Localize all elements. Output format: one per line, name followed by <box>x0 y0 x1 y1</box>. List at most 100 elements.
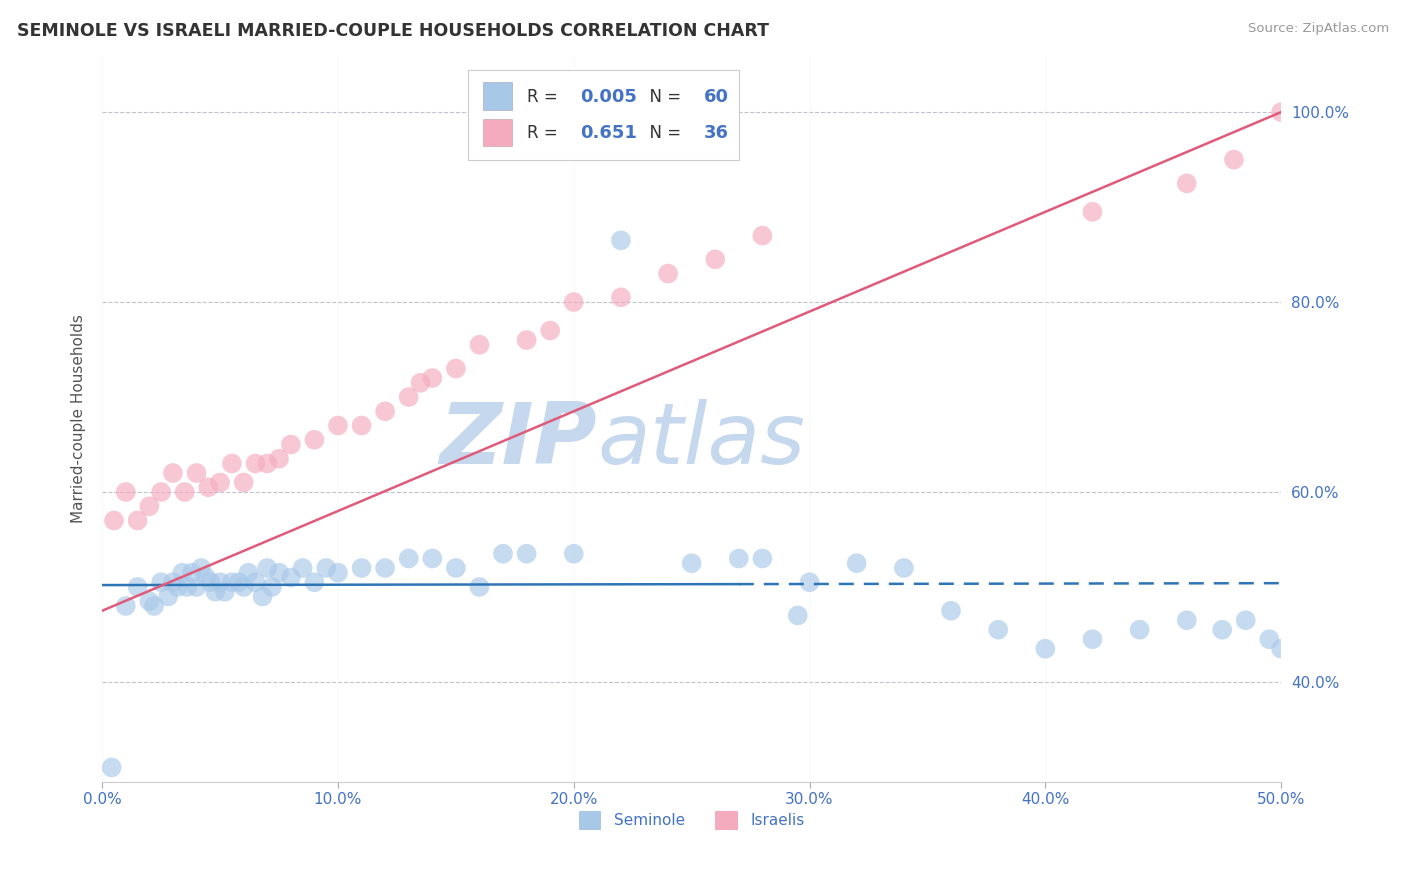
Point <box>127 514 149 528</box>
Point <box>186 466 208 480</box>
Point <box>100 760 122 774</box>
Point <box>221 575 243 590</box>
Point <box>200 575 222 590</box>
Point <box>657 267 679 281</box>
Y-axis label: Married-couple Households: Married-couple Households <box>72 314 86 523</box>
Point <box>1129 623 1152 637</box>
Point <box>516 333 538 347</box>
Text: 0.005: 0.005 <box>579 87 637 105</box>
Point <box>291 561 314 575</box>
Point <box>1223 153 1246 167</box>
Point <box>143 599 166 613</box>
Point <box>538 324 561 338</box>
Point <box>267 566 290 580</box>
Point <box>939 604 962 618</box>
Point <box>1211 623 1233 637</box>
Point <box>245 457 267 471</box>
Point <box>751 551 773 566</box>
Point <box>176 580 198 594</box>
Point <box>180 566 202 580</box>
Text: Source: ZipAtlas.com: Source: ZipAtlas.com <box>1249 22 1389 36</box>
Point <box>173 485 195 500</box>
Point <box>444 561 467 575</box>
Text: 36: 36 <box>703 124 728 142</box>
Text: 60: 60 <box>703 87 728 105</box>
Point <box>280 437 302 451</box>
Point <box>420 371 443 385</box>
Point <box>845 556 868 570</box>
Point <box>194 570 217 584</box>
Point <box>444 361 467 376</box>
Point <box>727 551 749 566</box>
Point <box>162 466 184 480</box>
Point <box>209 575 232 590</box>
Point <box>1175 613 1198 627</box>
Point <box>374 561 396 575</box>
Point <box>1033 641 1056 656</box>
Point <box>260 580 283 594</box>
Point <box>492 547 515 561</box>
Point <box>150 485 173 500</box>
Text: R =: R = <box>527 87 562 105</box>
Point <box>799 575 821 590</box>
Point <box>681 556 703 570</box>
Point <box>516 547 538 561</box>
Point <box>786 608 808 623</box>
Point <box>138 500 160 514</box>
Point <box>232 580 254 594</box>
Point <box>1175 177 1198 191</box>
Text: ZIP: ZIP <box>440 399 598 482</box>
Point <box>420 551 443 566</box>
Point <box>987 623 1010 637</box>
Point <box>172 566 194 580</box>
Text: N =: N = <box>638 87 686 105</box>
Point <box>114 599 136 613</box>
Point <box>238 566 260 580</box>
Text: 0.651: 0.651 <box>579 124 637 142</box>
Point <box>610 290 633 304</box>
Point <box>304 575 326 590</box>
Point <box>1270 641 1292 656</box>
Text: SEMINOLE VS ISRAELI MARRIED-COUPLE HOUSEHOLDS CORRELATION CHART: SEMINOLE VS ISRAELI MARRIED-COUPLE HOUSE… <box>17 22 769 40</box>
Point <box>150 575 173 590</box>
Point <box>304 433 326 447</box>
Point <box>256 457 278 471</box>
Point <box>138 594 160 608</box>
Point <box>232 475 254 490</box>
Point <box>326 418 349 433</box>
Point <box>610 233 633 247</box>
Text: atlas: atlas <box>598 399 806 482</box>
Point <box>350 418 373 433</box>
FancyBboxPatch shape <box>484 119 512 146</box>
Point <box>893 561 915 575</box>
Point <box>374 404 396 418</box>
Point <box>398 390 420 404</box>
Point <box>186 580 208 594</box>
Text: R =: R = <box>527 124 562 142</box>
Point <box>209 475 232 490</box>
Point <box>409 376 432 390</box>
Point <box>204 584 226 599</box>
Point <box>127 580 149 594</box>
Point <box>350 561 373 575</box>
Point <box>280 570 302 584</box>
Point <box>315 561 337 575</box>
Point <box>103 514 125 528</box>
Point <box>197 480 219 494</box>
Point <box>704 252 727 267</box>
Point <box>1081 204 1104 219</box>
FancyBboxPatch shape <box>468 70 738 161</box>
FancyBboxPatch shape <box>484 82 512 110</box>
Point <box>468 338 491 352</box>
Point <box>214 584 236 599</box>
Point <box>267 451 290 466</box>
Point <box>252 590 274 604</box>
Point <box>398 551 420 566</box>
Point <box>245 575 267 590</box>
Point <box>228 575 250 590</box>
Point <box>326 566 349 580</box>
Point <box>256 561 278 575</box>
Point <box>166 580 188 594</box>
Text: N =: N = <box>638 124 686 142</box>
Point <box>562 295 585 310</box>
